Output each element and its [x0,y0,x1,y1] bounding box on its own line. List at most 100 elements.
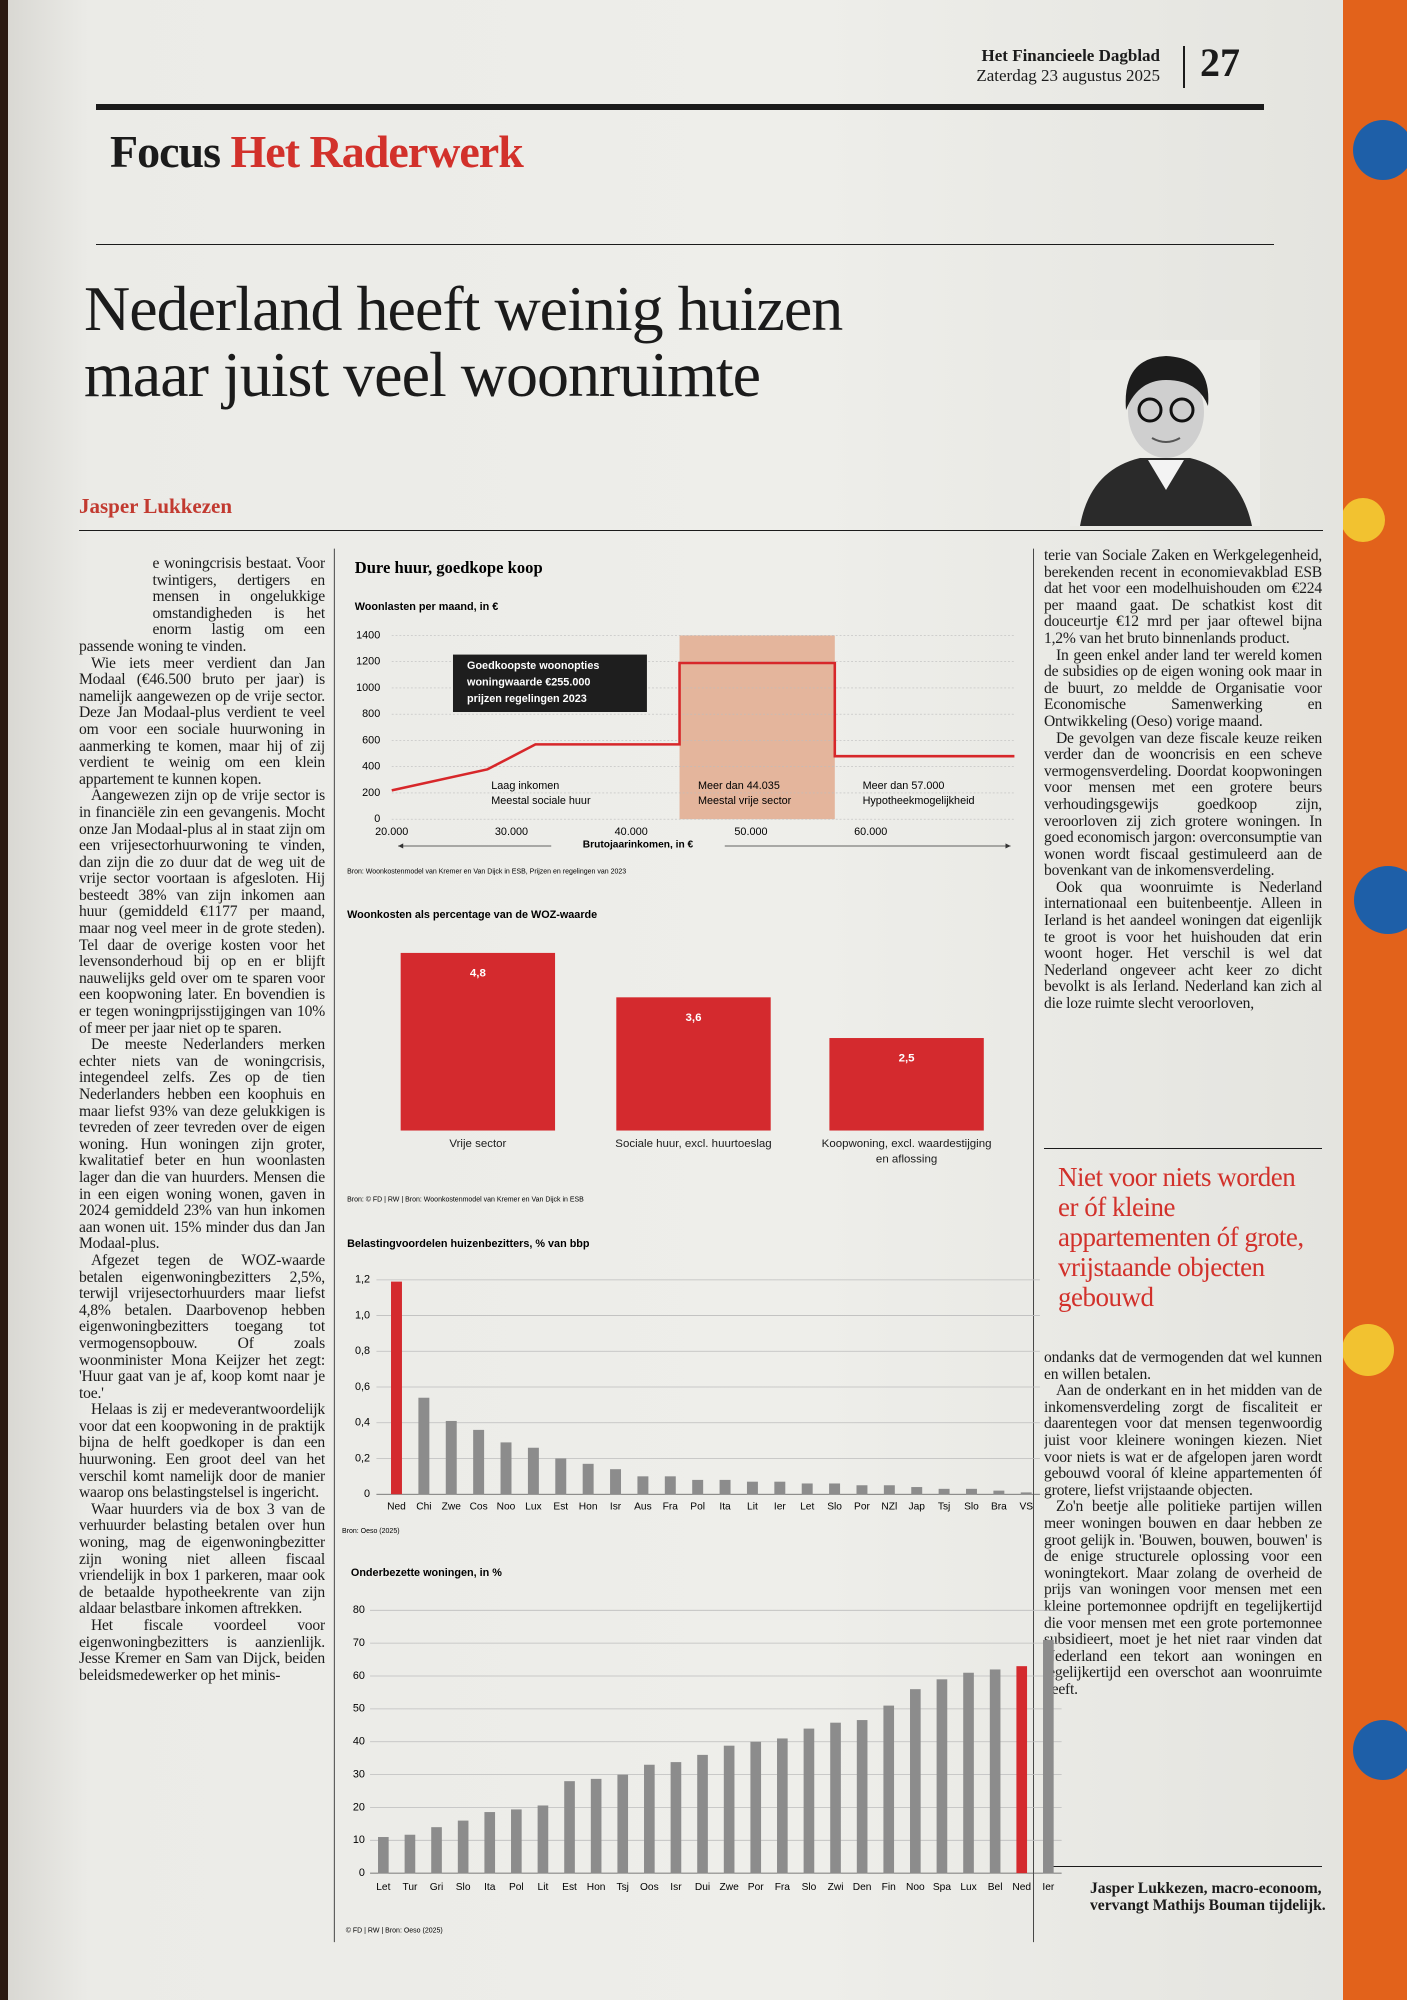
paragraph: Het fiscale voordeel voor eigenwoningbez… [79,1617,325,1684]
x-tick-label: VS [1019,1502,1033,1513]
x-tick-label: 20.000 [375,826,408,838]
pull-quote: Niet voor niets worden er óf kleine appa… [1058,1162,1304,1312]
page-number: 27 [1200,40,1240,85]
x-tick-label: Est [562,1882,577,1893]
x-tick-label: Ier [774,1502,786,1513]
y-tick-label: 800 [362,708,380,720]
bar [883,1485,895,1495]
x-tick-label: Ita [484,1882,496,1893]
paragraph: Aan de onderkant en in het midden van de… [1044,1382,1322,1499]
fabric-dot [1354,866,1407,934]
bar [1020,1492,1032,1495]
bar [993,1490,1005,1495]
bar [856,1720,868,1874]
author-name: Jasper Lukkezen [79,494,233,518]
x-tick-label: Jap [909,1502,926,1513]
bar [484,1812,496,1874]
column-name: Het Raderwerk [230,126,524,177]
x-tick-label: 60.000 [854,826,887,838]
bar [445,1420,457,1495]
bar [590,1778,602,1874]
x-tick-label: Zwe [720,1882,740,1893]
paragraph: De woningcrisis bestaat. Voor twintigers… [79,556,325,655]
x-tick-label: Ned [1012,1882,1031,1893]
portrait-shirt [1148,460,1184,490]
x-tick-label: Dui [695,1882,710,1893]
bar [564,1781,575,1874]
region-label: Meer dan 44.035 [698,780,780,792]
bar [500,1442,512,1495]
bar [400,952,556,1131]
bar [830,1722,841,1874]
bar [582,1463,594,1495]
y-tick-label: 0 [374,813,380,825]
x-tick-label: Noo [497,1502,516,1513]
x-tick-label: Hon [587,1882,606,1893]
x-tick-label: Slo [827,1502,842,1513]
annotation-text: Goedkoopste woonopties [467,660,599,672]
region-label: Meer dan 57.000 [863,780,945,792]
bar [750,1741,762,1874]
chart-source: Bron: Woonkostenmodel van Kremer en Van … [347,868,626,875]
bar [883,1705,895,1874]
annotation-text: woningwaarde €255.000 [466,677,590,689]
y-tick-label: 0,8 [355,1345,370,1357]
x-tick-label: Fin [882,1882,896,1893]
issue-date: Zaterdag 23 augustus 2025 [976,66,1160,85]
paragraph: Aangewezen zijn op de vrije sector is in… [79,787,325,1037]
x-tick-label: Gri [430,1882,444,1893]
x-tick-label: Lux [960,1882,976,1893]
chart-source: Bron: Oeso (2025) [342,1528,400,1535]
x-tick-label: Est [553,1502,568,1513]
paragraph: Helaas is zij er medeverantwoordelijk vo… [79,1401,325,1502]
y-tick-label: 600 [362,734,380,746]
bar [473,1429,485,1495]
y-tick-label: 0 [364,1488,370,1500]
x-tick-label: Cos [470,1502,488,1513]
article-rule [79,530,1323,531]
x-tick-label: Let [800,1502,814,1513]
paragraph: De meeste Nederlanders merken echter nie… [79,1036,325,1253]
portrait-glasses [1169,397,1195,423]
x-tick-label: Spa [933,1882,951,1893]
x-tick-label: Fra [775,1882,791,1893]
headline-line: Nederland heeft weinig huizen [84,273,843,344]
bar [829,1483,841,1495]
x-tick-label: Slo [456,1882,471,1893]
value-label: 2,5 [899,1052,916,1064]
x-tick-label: Tur [402,1882,418,1893]
x-tick-label: Aus [634,1502,652,1513]
x-tick-label: NZl [881,1502,897,1513]
bar [537,1805,549,1874]
chart-source: © FD | RW | Bron: Oeso (2025) [346,1926,443,1934]
x-tick-label: Lit [747,1502,758,1513]
bar [610,1469,622,1495]
x-tick-label: Slo [802,1882,817,1893]
portrait-smile [1151,437,1181,443]
paragraph: In geen enkel ander land ter wereld kome… [1044,646,1322,730]
chart-subtitle: Woonlasten per maand, in € [355,601,499,613]
bar [670,1762,682,1874]
y-tick-label: 1400 [356,629,380,641]
y-tick-label: 1200 [356,656,380,668]
bar [1016,1666,1028,1874]
bar [511,1809,522,1874]
section-rule [96,244,1274,245]
fabric-dot [1343,498,1385,542]
region-label: Meestal sociale huur [491,795,591,807]
portrait-hair [1125,356,1209,410]
x-tick-label: Por [748,1882,764,1893]
x-tick-label: Isr [670,1882,682,1893]
y-tick-label: 0 [359,1867,365,1879]
bar [697,1754,708,1874]
y-tick-label: 200 [362,787,380,799]
article-column: terie van Sociale Zaken en Werkgelegenhe… [1044,548,1322,1126]
paragraph: Wie iets meer verdient dan Jan Modaal (€… [79,654,325,788]
bar [637,1476,649,1495]
x-tick-label: Pol [690,1502,705,1513]
x-tick-label: Ned [387,1502,406,1513]
axis-arrowhead [398,843,404,849]
portrait-glasses [1137,397,1163,423]
bar [617,1774,629,1874]
